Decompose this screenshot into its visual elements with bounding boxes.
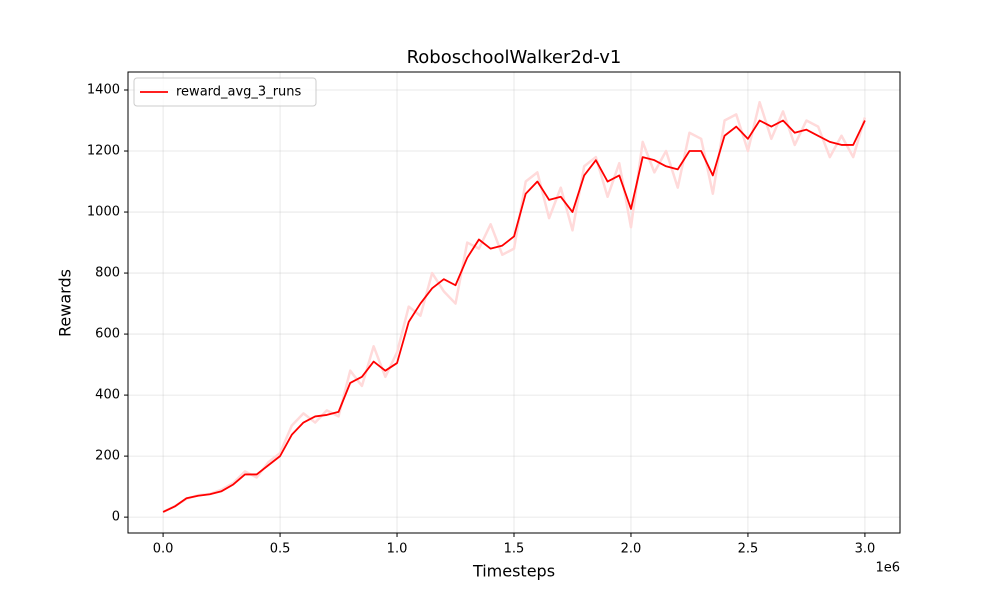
y-tick-label: 1200 xyxy=(87,144,120,159)
y-axis-label: Rewards xyxy=(56,269,75,337)
legend-box xyxy=(133,77,317,107)
y-tick-label: 1000 xyxy=(87,205,120,220)
x-tick-label: 1.5 xyxy=(504,542,525,557)
y-tick-label: 1400 xyxy=(87,83,120,98)
x-tick-label: 2.5 xyxy=(738,542,759,557)
y-tick-label: 800 xyxy=(95,266,120,281)
y-tick-label: 0 xyxy=(112,510,120,525)
x-tick-label: 2.0 xyxy=(621,542,642,557)
y-tick-label: 400 xyxy=(95,388,120,403)
series-line xyxy=(162,100,867,514)
x-tick-label: 0.5 xyxy=(270,542,291,557)
chart-title: RoboschoolWalker2d-v1 xyxy=(407,47,622,68)
x-offset-label: 1e6 xyxy=(875,561,900,576)
plot-frame xyxy=(127,71,901,534)
y-tick-label: 200 xyxy=(95,449,120,464)
x-tick-label: 0.0 xyxy=(153,542,174,557)
series-line xyxy=(162,119,866,513)
y-tick-label: 600 xyxy=(95,327,120,342)
x-axis-label: Timesteps xyxy=(472,562,555,581)
x-tick-label: 3.0 xyxy=(855,542,876,557)
legend-label: reward_avg_3_runs xyxy=(176,85,302,100)
x-tick-label: 1.0 xyxy=(387,542,408,557)
